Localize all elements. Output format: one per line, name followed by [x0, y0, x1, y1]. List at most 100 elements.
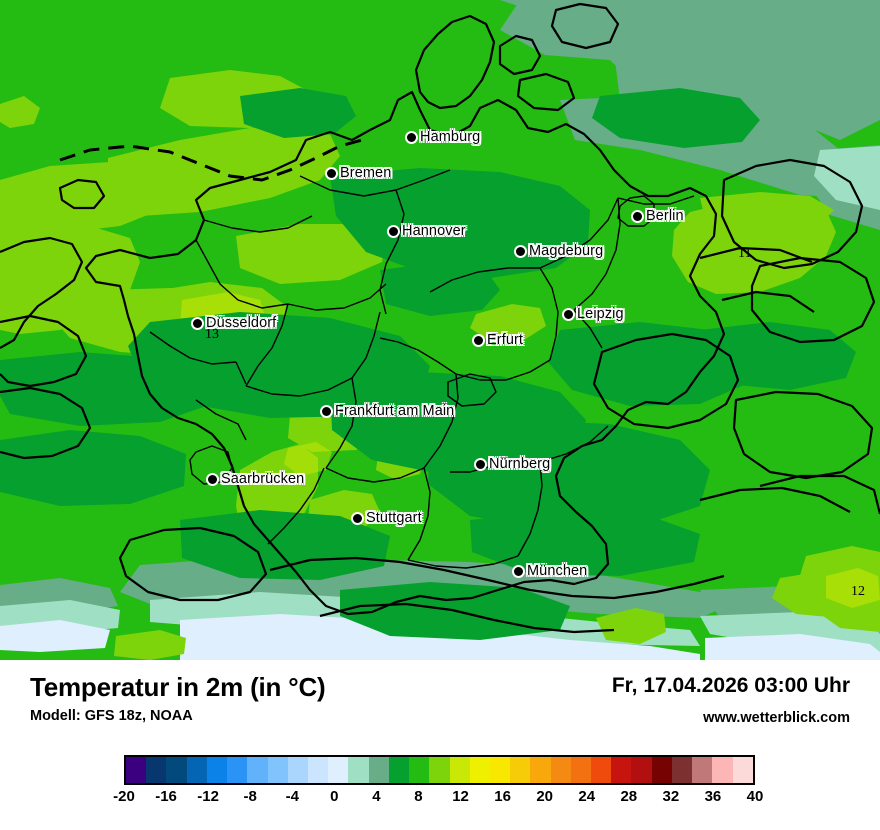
colorbar-swatch — [166, 757, 187, 783]
colorbar-swatch — [429, 757, 450, 783]
city-marker-bremen[interactable]: Bremen — [327, 165, 391, 181]
colorbar-tick-label: -4 — [285, 788, 299, 805]
city-dot-icon — [322, 406, 331, 416]
colorbar-swatch — [631, 757, 652, 783]
city-marker-magdeburg[interactable]: Magdeburg — [516, 243, 603, 259]
colorbar-swatch — [671, 757, 693, 783]
city-marker-n-rnberg[interactable]: Nürnberg — [476, 456, 550, 472]
city-label: Stuttgart — [366, 510, 422, 526]
colorbar-tick-label: 28 — [620, 788, 638, 805]
colorbar-tick-label: 8 — [414, 788, 423, 805]
legend-footer: Temperatur in 2m (in °C) Modell: GFS 18z… — [0, 660, 880, 830]
colorbar-swatch — [267, 757, 288, 783]
colorbar-swatch — [510, 757, 531, 783]
city-dot-icon — [564, 309, 573, 319]
city-dot-icon — [389, 226, 398, 236]
city-dot-icon — [516, 246, 525, 256]
colorbar-tick-label: 24 — [578, 788, 596, 805]
colorbar-tick-label: -20 — [113, 788, 135, 805]
city-dot-icon — [514, 566, 523, 576]
map-canvas — [0, 0, 880, 660]
city-marker-hannover[interactable]: Hannover — [389, 223, 466, 239]
city-marker-m-nchen[interactable]: München — [514, 563, 587, 579]
colorbar-swatch — [247, 757, 268, 783]
colorbar-swatch — [287, 757, 308, 783]
city-marker-d-sseldorf[interactable]: Düsseldorf — [193, 315, 276, 331]
city-dot-icon — [353, 513, 362, 523]
colorbar-tick-label: 0 — [330, 788, 339, 805]
temperature-map[interactable]: Hamburg Bremen Hannover Berlin Magdeburg Leip… — [0, 0, 880, 660]
colorbar-tick-label: -8 — [243, 788, 257, 805]
colorbar-tick-label: 4 — [372, 788, 381, 805]
contour-value-label: 11 — [738, 246, 752, 261]
model-subtitle: Modell: GFS 18z, NOAA — [30, 708, 193, 724]
contour-value-label: 13 — [205, 327, 219, 342]
colorbar-tick-label: 36 — [704, 788, 722, 805]
colorbar-swatch — [348, 757, 369, 783]
city-label: Leipzig — [577, 306, 624, 322]
colorbar-tick-label: 40 — [746, 788, 764, 805]
city-label: Berlin — [646, 208, 684, 224]
colorbar-swatch — [409, 757, 430, 783]
colorbar-swatch — [550, 757, 571, 783]
city-label: Hamburg — [420, 129, 481, 145]
colorbar-swatch — [591, 757, 612, 783]
city-marker-hamburg[interactable]: Hamburg — [407, 129, 480, 145]
colorbar-swatch — [530, 757, 551, 783]
city-label: Nürnberg — [489, 456, 551, 472]
colorbar-tick-label: 20 — [536, 788, 553, 805]
colorbar-swatch — [388, 757, 410, 783]
colorbar-swatches — [124, 755, 755, 785]
colorbar-tick-label: -16 — [155, 788, 177, 805]
colorbar-swatch — [146, 757, 167, 783]
colorbar-ticks: -20 -16 -12 -8 -4 0 4 8 12 16 20 24 28 32 36 40 — [113, 788, 763, 814]
colorbar-swatch — [570, 757, 592, 783]
city-dot-icon — [193, 318, 202, 328]
contour-value-label: 12 — [851, 584, 865, 599]
colorbar: -20 -16 -12 -8 -4 0 4 8 12 16 20 24 28 32 36 40 — [113, 755, 763, 814]
city-marker-berlin[interactable]: Berlin — [633, 208, 684, 224]
city-dot-icon — [208, 474, 217, 484]
city-dot-icon — [407, 132, 416, 142]
city-label: Magdeburg — [529, 243, 604, 259]
city-label: Bremen — [340, 165, 392, 181]
colorbar-swatch — [692, 757, 713, 783]
colorbar-swatch — [651, 757, 672, 783]
colorbar-tick-label: 12 — [452, 788, 469, 805]
site-url: www.wetterblick.com — [703, 710, 850, 726]
colorbar-swatch — [732, 757, 753, 783]
colorbar-swatch — [368, 757, 389, 783]
country-borders — [0, 2, 880, 634]
city-dot-icon — [476, 459, 485, 469]
city-marker-saarbr-cken[interactable]: Saarbrücken — [208, 471, 304, 487]
city-marker-frankfurt-am-main[interactable]: Frankfurt am Main — [322, 403, 454, 419]
city-label: Frankfurt am Main — [335, 403, 455, 419]
city-dot-icon — [474, 335, 483, 345]
city-label: Saarbrücken — [221, 471, 305, 487]
colorbar-swatch — [206, 757, 228, 783]
city-dot-icon — [633, 211, 642, 221]
colorbar-swatch — [469, 757, 490, 783]
colorbar-tick-label: 16 — [494, 788, 511, 805]
page-title: Temperatur in 2m (in °C) — [30, 672, 326, 702]
city-marker-erfurt[interactable]: Erfurt — [474, 332, 523, 348]
colorbar-tick-label: 32 — [662, 788, 680, 805]
city-marker-stuttgart[interactable]: Stuttgart — [353, 510, 422, 526]
city-label: Düsseldorf — [206, 315, 277, 331]
city-marker-leipzig[interactable]: Leipzig — [564, 306, 624, 322]
colorbar-tick-label: -12 — [197, 788, 219, 805]
colorbar-swatch — [712, 757, 733, 783]
colorbar-swatch — [307, 757, 329, 783]
city-label: Hannover — [402, 223, 466, 239]
colorbar-swatch — [126, 757, 147, 783]
city-label: Erfurt — [487, 332, 524, 348]
colorbar-swatch — [227, 757, 248, 783]
colorbar-swatch — [611, 757, 632, 783]
valid-datetime: Fr, 17.04.2026 03:00 Uhr — [611, 674, 850, 697]
city-dot-icon — [327, 168, 336, 178]
city-label: München — [527, 563, 588, 579]
colorbar-swatch — [186, 757, 207, 783]
colorbar-swatch — [489, 757, 511, 783]
colorbar-swatch — [449, 757, 470, 783]
